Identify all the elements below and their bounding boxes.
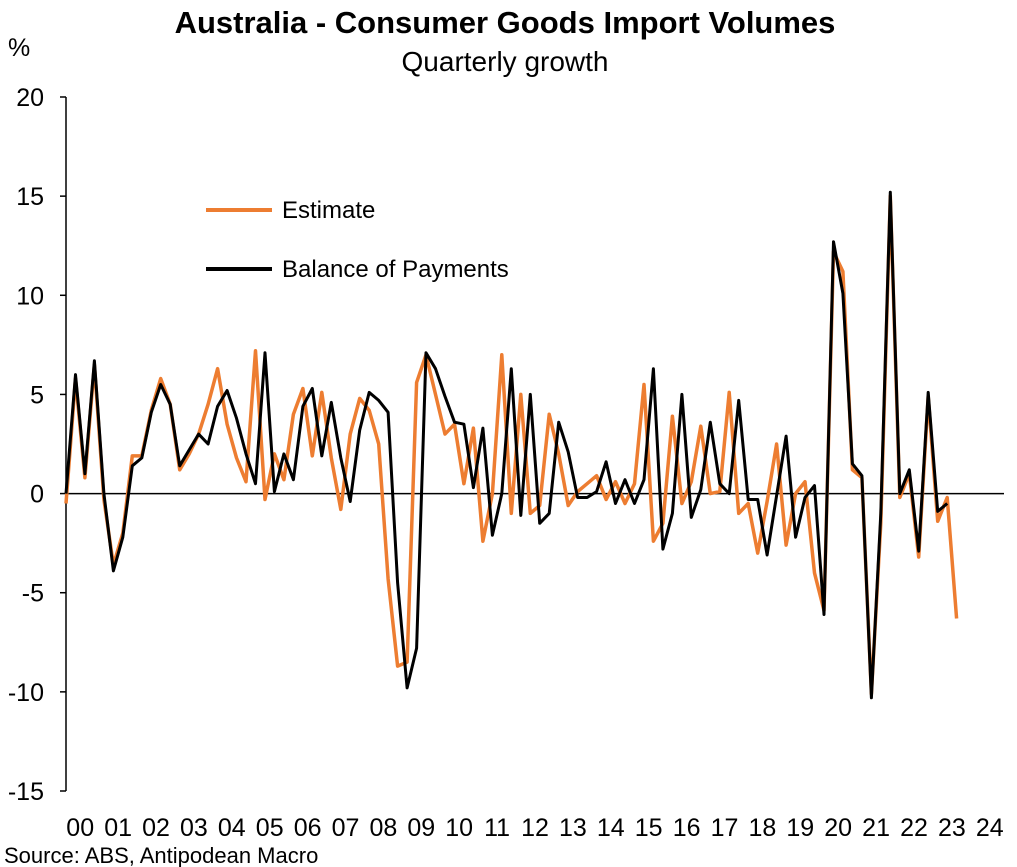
x-tick-label: 20 bbox=[824, 814, 852, 842]
x-tick-label: 23 bbox=[938, 814, 966, 842]
source-note: Source: ABS, Antipodean Macro bbox=[4, 843, 318, 867]
x-tick-label: 15 bbox=[635, 814, 663, 842]
x-tick-label: 09 bbox=[407, 814, 435, 842]
y-tick-label: 20 bbox=[16, 84, 44, 112]
x-tick-label: 13 bbox=[559, 814, 587, 842]
series-layer bbox=[64, 190, 959, 700]
x-tick-label: 21 bbox=[862, 814, 890, 842]
x-tick-label: 00 bbox=[66, 814, 94, 842]
x-tick-label: 10 bbox=[445, 814, 473, 842]
x-tick-label: 11 bbox=[484, 814, 510, 842]
x-tick-label: 18 bbox=[748, 814, 776, 842]
y-tick-label: 0 bbox=[30, 481, 44, 509]
x-tick-label: 14 bbox=[597, 814, 625, 842]
chart-title: Australia - Consumer Goods Import Volume… bbox=[175, 5, 836, 40]
x-tick-label: 16 bbox=[673, 814, 701, 842]
x-tick-label: 04 bbox=[218, 814, 246, 842]
series-line-balance-of-payments bbox=[64, 190, 949, 700]
y-tick-label: 5 bbox=[30, 381, 44, 409]
x-tick-label: 01 bbox=[104, 814, 132, 842]
x-tick-label: 19 bbox=[786, 814, 814, 842]
y-tick-label: -15 bbox=[8, 778, 44, 806]
x-tick-label: 12 bbox=[521, 814, 549, 842]
x-tick-label: 22 bbox=[900, 814, 928, 842]
y-axis: 20 15 10 5 0 -5 -10 -15 bbox=[8, 84, 66, 806]
x-axis: 00 01 02 03 04 05 06 07 08 09 10 11 12 13 14 15 16 17 18 19… bbox=[66, 814, 1003, 842]
x-tick-label: 24 bbox=[976, 814, 1004, 842]
x-tick-label: 06 bbox=[294, 814, 322, 842]
y-tick-label: -5 bbox=[22, 580, 44, 608]
x-tick-label: 05 bbox=[256, 814, 284, 842]
x-tick-label: 17 bbox=[711, 814, 739, 842]
x-tick-label: 03 bbox=[180, 814, 208, 842]
y-tick-label: 15 bbox=[16, 183, 44, 211]
x-tick-label: 02 bbox=[142, 814, 170, 842]
chart-subtitle: Quarterly growth bbox=[402, 46, 609, 77]
y-tick-label: -10 bbox=[8, 679, 44, 707]
legend-label-estimate: Estimate bbox=[282, 197, 375, 224]
series-line-estimate bbox=[64, 194, 959, 696]
y-axis-unit-label: % bbox=[8, 34, 30, 62]
y-tick-label: 10 bbox=[16, 282, 44, 310]
x-tick-label: 08 bbox=[369, 814, 397, 842]
legend: Estimate Balance of Payments bbox=[206, 197, 509, 283]
x-tick-label: 07 bbox=[332, 814, 360, 842]
legend-label-balance-of-payments: Balance of Payments bbox=[282, 256, 509, 283]
